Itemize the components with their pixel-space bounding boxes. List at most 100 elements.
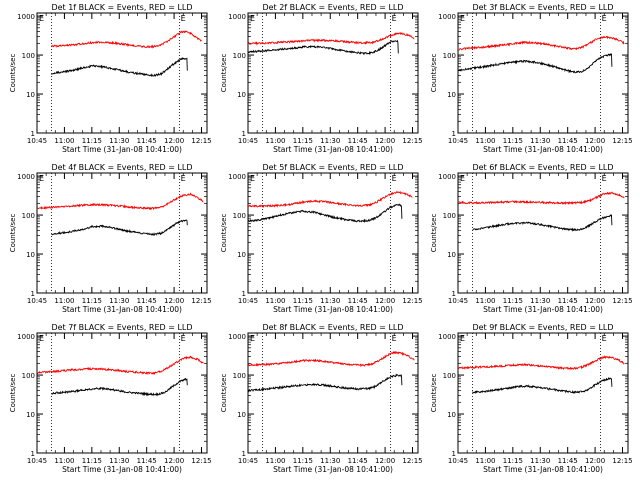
x-tick-label: 11:45 [348,137,368,145]
x-tick-label: 12:15 [612,137,632,145]
y-axis-label: Counts/sec [430,54,438,93]
detector-panel-2: Det 2f BLACK = Events, RED = LLD 1 10 100 10… [220,3,423,154]
y-axis-label: Counts/sec [9,374,17,413]
x-tick-label: 11:15 [293,297,313,305]
event-marker-label: E [602,14,607,23]
events-rate-line [248,203,403,224]
x-axis-label: Start Time (31-Jan-08 10:41:00) [483,305,603,314]
x-tick-label: 11:15 [293,137,313,145]
x-tick-label: 10:45 [448,137,468,145]
y-tick-label: 100 [443,212,456,220]
y-tick-label: 1000 [438,333,456,341]
y-tick-label: 10 [26,91,35,99]
x-tick-label: 12:00 [585,297,605,305]
detector-panel-5: Det 5f BLACK = Events, RED = LLD 1 10 100 10… [220,163,423,314]
panel-title: Det 6f BLACK = Events, RED = LLD [472,163,613,172]
lld-rate-line [248,190,413,209]
x-tick-label: 12:15 [612,457,632,465]
event-marker-label: E [392,14,397,23]
x-tick-label: 11:45 [137,137,157,145]
plot-frame [457,12,629,134]
y-tick-label: 100 [443,372,456,380]
x-axis-label: Start Time (31-Jan-08 10:41:00) [273,305,393,314]
x-tick-label: 11:00 [475,457,495,465]
x-tick-label: 10:45 [27,457,47,465]
x-tick-label: 12:15 [191,297,211,305]
x-tick-label: 10:45 [27,297,47,305]
y-axis-label: Counts/sec [9,54,17,93]
y-tick-label: 100 [233,212,246,220]
x-tick-label: 10:45 [27,137,47,145]
events-rate-line [248,39,399,56]
event-marker-label: E [250,14,255,23]
y-tick-label: 1000 [228,13,246,21]
x-axis-label: Start Time (31-Jan-08 10:41:00) [273,465,393,474]
y-tick-label: 10 [447,251,456,259]
y-tick-label: 10 [26,251,35,259]
plot-frame [247,332,419,454]
x-tick-label: 11:00 [54,137,74,145]
events-rate-line [472,213,613,232]
x-tick-label: 12:00 [164,137,184,145]
y-tick-label: 1000 [228,173,246,181]
panel-title: Det 4f BLACK = Events, RED = LLD [51,163,192,172]
lld-rate-line [458,354,625,371]
x-tick-label: 11:30 [530,137,550,145]
y-axis-label: Counts/sec [220,374,228,413]
detector-panel-1: Det 1f BLACK = Events, RED = LLD 1 10 100 10… [9,3,212,154]
event-marker-label: E [39,14,44,23]
plot-frame [36,332,208,454]
y-tick-label: 1 [31,450,35,458]
detector-panel-8: Det 8f BLACK = Events, RED = LLD 1 10 100 10… [220,323,423,474]
event-marker-label: E [392,334,397,343]
x-tick-label: 11:15 [293,457,313,465]
detector-panel-7: Det 7f BLACK = Events, RED = LLD 1 10 100 10… [9,323,212,474]
lld-rate-line [458,35,625,51]
panel-title: Det 2f BLACK = Events, RED = LLD [262,3,403,12]
y-tick-label: 10 [237,411,246,419]
event-marker-label: E [181,14,186,23]
x-axis-label: Start Time (31-Jan-08 10:41:00) [62,465,182,474]
y-tick-label: 1000 [438,13,456,21]
x-tick-label: 11:00 [265,457,285,465]
x-tick-label: 12:15 [402,457,422,465]
lld-rate-line [37,355,204,376]
y-axis-label: Counts/sec [9,214,17,253]
y-tick-label: 10 [237,91,246,99]
plot-frame [36,12,208,134]
y-tick-label: 100 [233,52,246,60]
y-tick-label: 1 [31,130,35,138]
plot-frame [457,172,629,294]
x-axis-label: Start Time (31-Jan-08 10:41:00) [483,145,603,154]
y-tick-label: 10 [447,411,456,419]
x-tick-label: 10:45 [238,297,258,305]
x-tick-label: 12:00 [375,297,395,305]
x-tick-label: 11:00 [475,297,495,305]
x-tick-label: 11:15 [503,297,523,305]
detector-panel-9: Det 9f BLACK = Events, RED = LLD 1 10 100 10… [430,323,633,474]
x-tick-label: 12:00 [375,457,395,465]
plot-frame [457,332,629,454]
lld-rate-line [248,350,415,368]
lld-rate-line [458,191,625,206]
events-rate-line [51,219,188,236]
y-tick-label: 100 [22,52,35,60]
lld-rate-line [37,192,204,211]
y-tick-label: 1 [452,450,456,458]
x-tick-label: 11:30 [109,457,129,465]
event-marker-label: E [181,334,186,343]
plot-frame [36,172,208,294]
panel-title: Det 5f BLACK = Events, RED = LLD [262,163,403,172]
x-axis-label: Start Time (31-Jan-08 10:41:00) [62,145,182,154]
plot-frame [247,12,419,134]
x-tick-label: 10:45 [238,457,258,465]
y-axis-label: Counts/sec [430,374,438,413]
x-tick-label: 11:00 [54,457,74,465]
event-marker-label: E [602,334,607,343]
x-tick-label: 11:00 [475,137,495,145]
x-tick-label: 11:30 [109,297,129,305]
x-axis-label: Start Time (31-Jan-08 10:41:00) [273,145,393,154]
panel-title: Det 1f BLACK = Events, RED = LLD [51,3,192,12]
x-axis-label: Start Time (31-Jan-08 10:41:00) [483,465,603,474]
